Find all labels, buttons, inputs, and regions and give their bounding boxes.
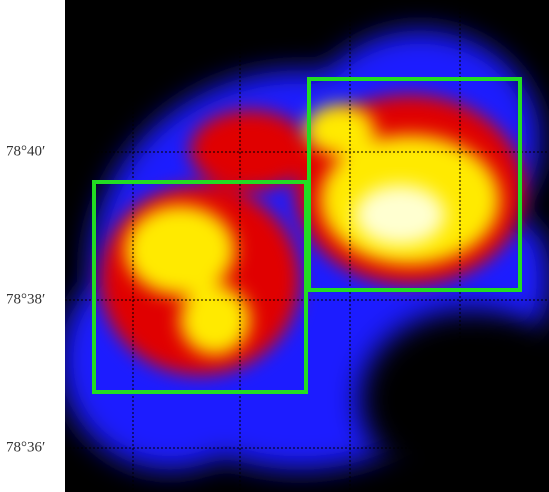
page: 78°40′ 78°38′ 78°36′ (() => { const data… (0, 0, 549, 492)
dec-label: 78°38′ (6, 291, 45, 307)
dec-label: 78°40′ (6, 143, 45, 159)
sky-image-figure: 78°40′ 78°38′ 78°36′ (0, 0, 549, 492)
dec-label: 78°36′ (6, 439, 45, 455)
